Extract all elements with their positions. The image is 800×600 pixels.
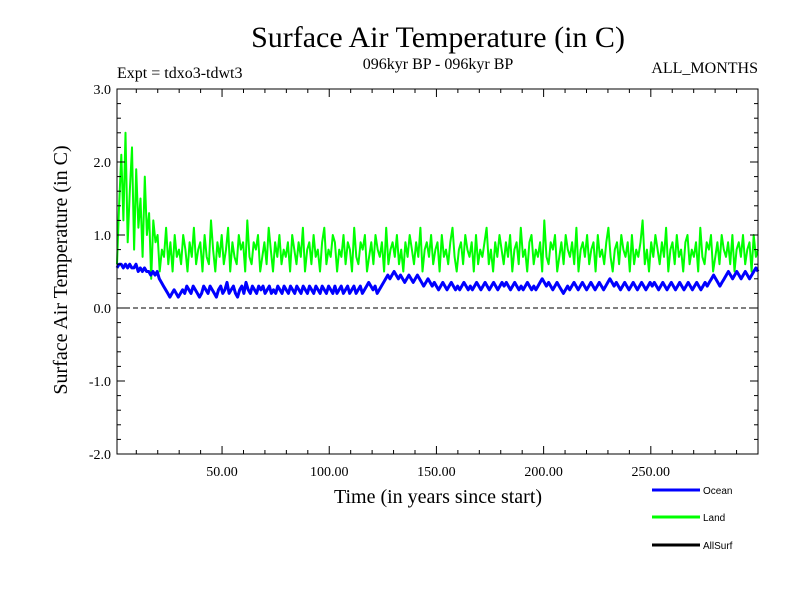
x-tick-label: 50.00 [206,465,238,480]
y-axis-label: Surface Air Temperature (in C) [50,145,72,394]
legend-allsurf-label: AllSurf [703,541,733,552]
experiment-label: Expt = tdxo3-tdwt3 [117,65,242,82]
legend-land-label: Land [703,513,725,524]
x-axis-label: Time (in years since start) [334,486,542,508]
y-tick-label: -1.0 [89,375,111,390]
plot-frame [116,88,759,455]
y-tick-label: 0.0 [94,302,112,317]
series-line-land [116,131,759,280]
x-tick-label: 150.00 [417,465,456,480]
months-label: ALL_MONTHS [651,60,758,77]
x-tick-label: 100.00 [310,465,349,480]
y-tick-label: -2.0 [89,448,111,463]
series-line-ocean [115,262,760,299]
x-tick-label: 250.00 [632,465,671,480]
legend: Ocean Land AllSurf [652,486,733,552]
x-tick-label: 200.00 [524,465,563,480]
y-tick-label: 2.0 [94,156,112,171]
y-tick-label: 3.0 [94,83,112,98]
y-tick-label: 1.0 [94,229,112,244]
period-label: 096kyr BP - 096kyr BP [363,56,514,73]
plot-area: -2.0 -1.0 0.0 1.0 2.0 3.0 50.00 100.00 150.00 200… [89,83,760,480]
chart-title: Surface Air Temperature (in C) [251,21,625,54]
legend-ocean-label: Ocean [703,486,732,497]
